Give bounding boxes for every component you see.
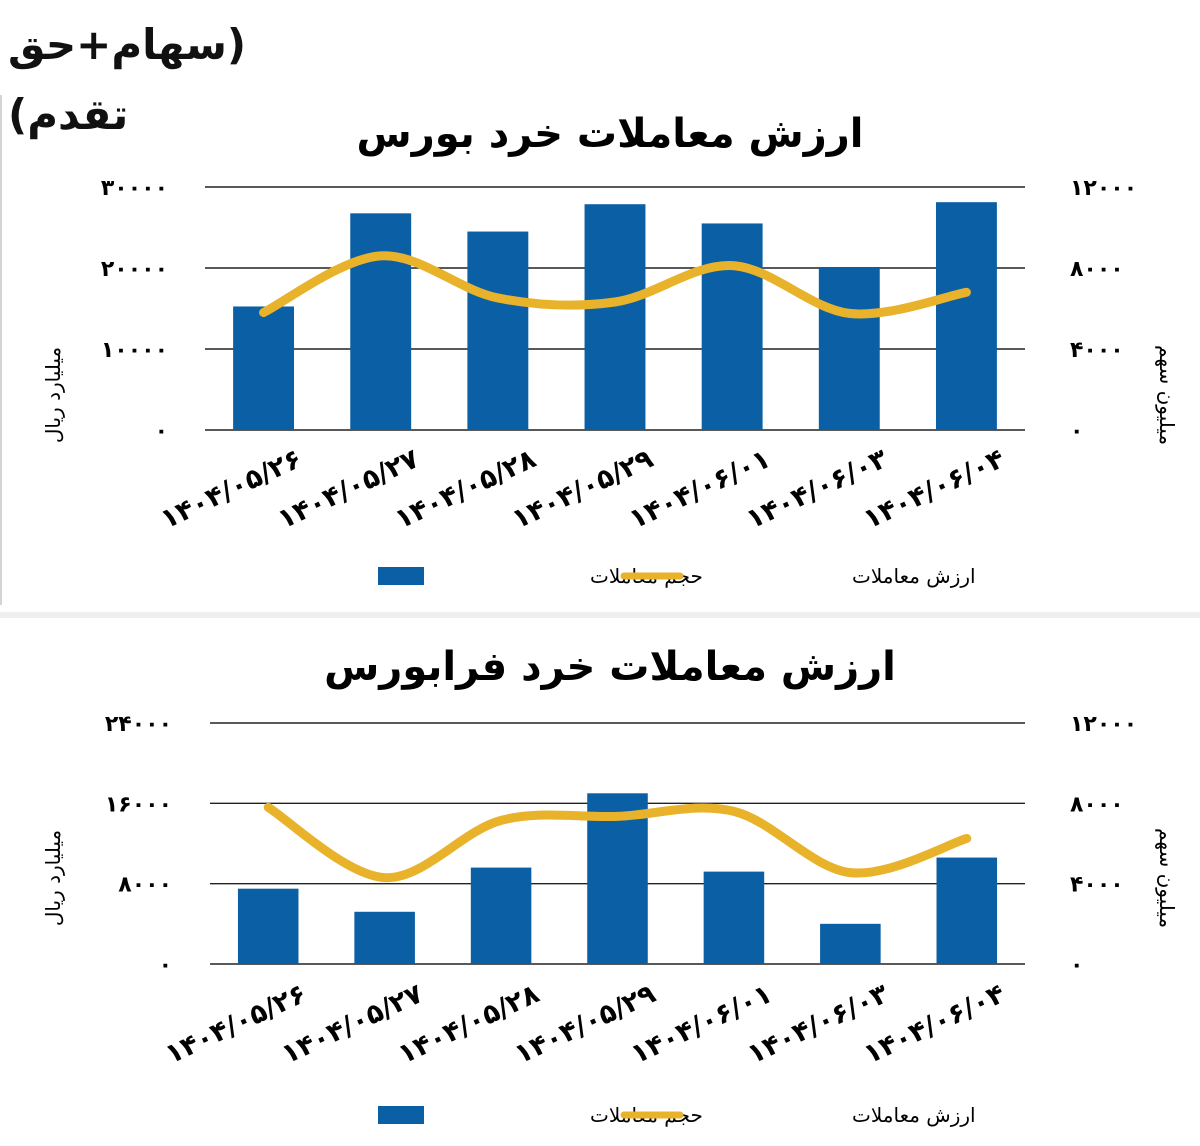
y-tick-right-label: ۸۰۰۰	[1070, 792, 1124, 817]
bar-volume	[467, 231, 529, 430]
line-value-series	[259, 251, 971, 319]
bar-volume	[935, 202, 997, 430]
bar-volume	[354, 911, 415, 964]
y-axis-right-title: میلیون سهم	[1155, 828, 1179, 928]
panel-separator	[0, 612, 1200, 618]
y-tick-left-label: ۲۰۰۰۰	[101, 257, 168, 282]
y-tick-right-label: ۸۰۰۰	[1070, 257, 1124, 282]
legend: حجم معاملات ارزش معاملات	[378, 564, 976, 588]
y-tick-right-label: ۰	[1070, 953, 1083, 978]
legend: حجم معاملات ارزش معاملات	[378, 1103, 976, 1127]
line-value-series	[263, 802, 972, 883]
y-axis-right-title: میلیون سهم	[1155, 345, 1179, 445]
y-tick-right-label: ۴۰۰۰	[1070, 338, 1124, 363]
bar-volume	[350, 213, 412, 430]
y-tick-left-label: ۳۰۰۰۰	[101, 176, 168, 201]
y-tick-left-label: ۰	[155, 419, 168, 444]
left-divider	[0, 95, 2, 605]
y-tick-right-label: ۱۲۰۰۰	[1070, 176, 1137, 201]
bar-volume	[936, 857, 998, 964]
chart-title: ارزش معاملات خرد فرابورس	[324, 644, 896, 690]
legend-line-label: ارزش معاملات	[852, 564, 976, 588]
page-title: (سهام+حق تقدم)	[8, 20, 247, 139]
y-tick-right-label: ۱۲۰۰۰	[1070, 712, 1137, 737]
bar-volume	[820, 923, 881, 964]
y-axis-left-title: میلیارد ریال	[41, 830, 65, 926]
y-tick-left-label: ۱۰۰۰۰	[101, 338, 168, 363]
chart-bourse: ارزش معاملات خرد بورس ۳۰۰۰۰ ۲۰۰۰۰ ۱۰۰۰۰ ۰ ۱…	[41, 111, 1179, 588]
y-axis-left-title: میلیارد ریال	[41, 347, 65, 443]
chart-title: ارزش معاملات خرد بورس	[357, 111, 864, 157]
bar-volume	[470, 867, 532, 964]
bar-volume	[237, 888, 299, 964]
y-tick-right-label: ۰	[1070, 419, 1083, 444]
y-tick-left-label: ۸۰۰۰	[118, 873, 172, 898]
legend-bar-swatch	[378, 1106, 424, 1124]
legend-line-label: ارزش معاملات	[852, 1103, 976, 1127]
bar-volume	[703, 871, 765, 964]
y-tick-right-label: ۴۰۰۰	[1070, 873, 1124, 898]
y-tick-left-label: ۱۶۰۰۰	[105, 792, 172, 817]
bar-volume	[584, 204, 646, 430]
chart-farabourse: ارزش معاملات خرد فرابورس ۲۴۰۰۰ ۱۶۰۰۰ ۸۰۰۰ ۰…	[41, 644, 1179, 1127]
legend-bar-swatch	[378, 567, 424, 585]
bar-volume	[233, 306, 295, 430]
bar-volume	[587, 793, 648, 964]
y-tick-left-label: ۲۴۰۰۰	[105, 712, 172, 737]
y-tick-left-label: ۰	[159, 953, 172, 978]
bar-volume	[818, 266, 880, 430]
bar-volume	[701, 223, 763, 430]
